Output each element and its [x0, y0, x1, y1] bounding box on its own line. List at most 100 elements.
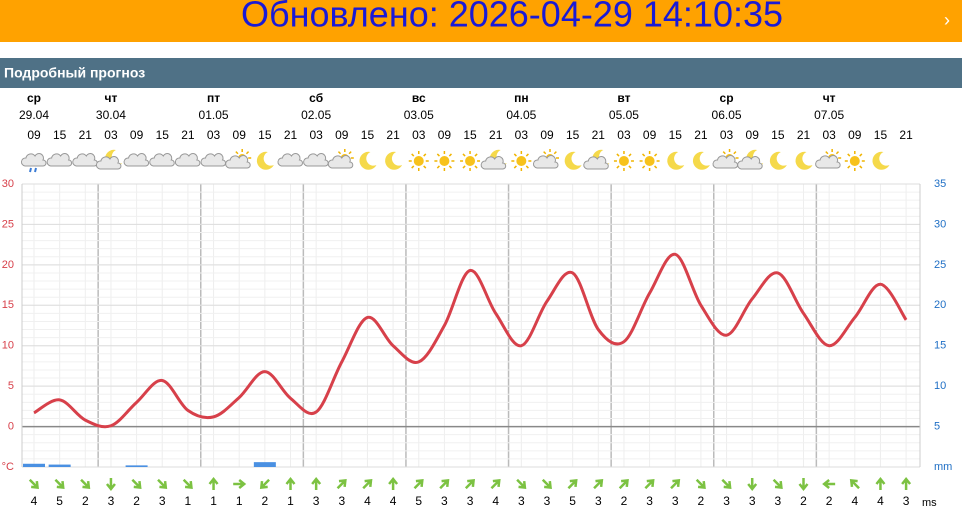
wind-arrow — [695, 478, 706, 489]
sun-ray — [628, 165, 632, 169]
wind-arrow — [285, 476, 296, 490]
banner[interactable] — [0, 0, 962, 42]
wind-arrow — [182, 478, 193, 489]
cloud — [174, 153, 201, 167]
sun-ray — [543, 151, 547, 155]
cloud — [815, 155, 841, 169]
sun-ray — [628, 153, 632, 157]
moon — [872, 151, 890, 170]
sun-ray — [448, 165, 453, 169]
day-date: 29.04 — [19, 108, 49, 122]
cloud — [480, 156, 507, 170]
y2-tick-label: 25 — [934, 259, 946, 271]
wind-arrow-shape — [822, 479, 836, 489]
wind-arrow-shape — [618, 479, 629, 490]
hour-label: 09 — [746, 128, 760, 142]
wind-speed: 3 — [108, 494, 115, 508]
wind-arrow — [233, 479, 247, 489]
sun-ray — [462, 165, 466, 169]
sun-ray — [235, 151, 239, 155]
day-name: пт — [207, 91, 220, 105]
wind-speed: 2 — [82, 494, 89, 508]
sun-ray — [348, 151, 352, 155]
sun-ray — [411, 153, 415, 157]
sun-ray — [423, 153, 427, 157]
day-date: 07.05 — [814, 108, 844, 122]
sun-ray — [641, 165, 646, 169]
sun-ray — [733, 151, 737, 155]
sun-ray — [411, 165, 415, 169]
moon — [667, 151, 685, 170]
wind-speed: 3 — [544, 494, 551, 508]
wind-arrow — [80, 478, 91, 489]
update-text: Обновлено: 2026-04-29 14:10:35 — [241, 0, 783, 35]
wind-speed: 1 — [236, 494, 243, 508]
moon — [385, 151, 403, 170]
sun — [516, 156, 527, 166]
sun-ray — [616, 165, 620, 169]
sun-ray — [654, 153, 658, 157]
wind-speed: 3 — [159, 494, 166, 508]
cloud — [712, 155, 738, 169]
day-name: чт — [105, 91, 118, 105]
wind-arrow-shape — [362, 479, 373, 490]
hour-label: 03 — [412, 128, 426, 142]
y-tick-label: 25 — [2, 218, 14, 230]
y-tick-label: 15 — [2, 299, 14, 311]
wind-speed: 3 — [338, 494, 345, 508]
hour-label: 21 — [284, 128, 298, 142]
wind-arrow-shape — [80, 478, 91, 489]
wind-arrow-shape — [157, 478, 168, 489]
hour-label: 15 — [53, 128, 67, 142]
wind-arrow-shape — [695, 478, 706, 489]
day-date: 02.05 — [301, 108, 331, 122]
cloud — [303, 153, 329, 167]
wind-arrow — [822, 479, 836, 489]
wind-arrow — [131, 478, 142, 489]
sun-ray — [462, 153, 466, 157]
cloud — [737, 156, 763, 170]
sun-ray — [847, 165, 851, 169]
hour-label: 09 — [335, 128, 349, 142]
wind-speed: 3 — [313, 494, 320, 508]
y2-tick-label: 30 — [934, 218, 946, 230]
cloud — [123, 153, 150, 167]
cloud — [583, 156, 609, 170]
day-date: 03.05 — [404, 108, 434, 122]
hour-label: 03 — [104, 128, 118, 142]
y2-tick-label: 35 — [934, 178, 946, 190]
wind-arrow — [490, 479, 501, 490]
hour-label: 09 — [540, 128, 554, 142]
wind-arrow — [259, 478, 270, 489]
wind-arrow-shape — [567, 479, 578, 490]
wind-speed: 3 — [775, 494, 782, 508]
wind-arrow-shape — [593, 479, 604, 490]
moon — [795, 151, 813, 170]
y-tick-label: 5 — [8, 380, 14, 392]
wind-speed: 2 — [262, 494, 269, 508]
chevron[interactable]: › — [944, 10, 950, 30]
wind-arrow-shape — [901, 476, 912, 490]
wind-speed: 2 — [800, 494, 807, 508]
day-date: 04.05 — [506, 108, 536, 122]
cloud — [200, 153, 226, 167]
wind-arrow — [336, 479, 347, 490]
wind-speed: 5 — [569, 494, 576, 508]
cloud — [277, 153, 303, 167]
sun-ray — [474, 153, 478, 157]
cloud — [46, 153, 73, 167]
wind-speed: 2 — [621, 494, 628, 508]
wind-arrow-shape — [54, 478, 65, 489]
hour-label: 03 — [720, 128, 734, 142]
wind-speed: 3 — [441, 494, 448, 508]
hour-label: 15 — [258, 128, 272, 142]
hour-label: 21 — [386, 128, 400, 142]
hour-label: 21 — [797, 128, 811, 142]
y-tick-label: 0 — [8, 420, 14, 432]
rain — [29, 167, 37, 173]
hour-label: 09 — [438, 128, 452, 142]
wind-arrow-shape — [772, 478, 783, 489]
hour-label: 09 — [848, 128, 862, 142]
wind-arrow — [849, 479, 860, 490]
wind-arrow-shape — [233, 479, 247, 489]
